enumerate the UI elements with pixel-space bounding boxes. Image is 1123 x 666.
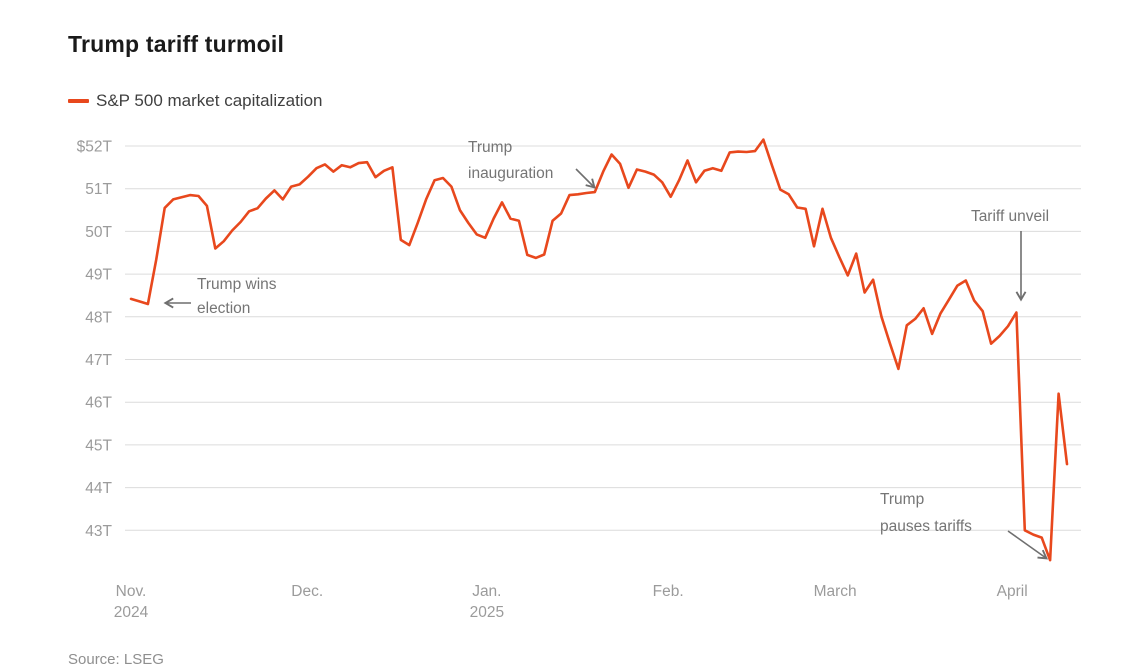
y-axis-tick-label: 46T	[85, 395, 112, 412]
chart-title: Trump tariff turmoil	[68, 31, 285, 57]
annotation-text: election	[197, 300, 250, 317]
source-note: Source: LSEG	[68, 651, 164, 666]
legend-line-swatch	[68, 99, 89, 103]
x-axis-tick-label: Nov.	[116, 583, 147, 600]
y-axis-tick-label: 48T	[85, 309, 112, 326]
annotation-text: Tariff unveil	[971, 208, 1049, 225]
x-axis-tick-label: March	[814, 583, 857, 600]
annotation-arrow	[1007, 530, 1049, 560]
x-axis-tick-label: April	[997, 583, 1028, 600]
y-axis-tick-label: 50T	[85, 224, 112, 241]
annotation-text: Trump	[468, 139, 512, 156]
x-axis-tick-label: Jan.	[472, 583, 501, 600]
y-axis-tick-label: 47T	[85, 352, 112, 369]
x-axis-year-label: 2024	[114, 604, 149, 621]
y-axis-tick-label: $52T	[77, 139, 113, 156]
y-axis-tick-label: 51T	[85, 181, 112, 198]
y-axis-tick-label: 43T	[85, 523, 112, 540]
series-line	[129, 138, 1069, 562]
annotation-text: Trump	[880, 491, 924, 508]
annotation-text: pauses tariffs	[880, 518, 972, 535]
x-axis-tick-label: Feb.	[653, 583, 684, 600]
x-axis-tick-label: Dec.	[291, 583, 323, 600]
annotation-text: inauguration	[468, 165, 553, 182]
y-axis-tick-label: 44T	[85, 480, 112, 497]
y-axis-tick-label: 45T	[85, 437, 112, 454]
legend-label: S&P 500 market capitalization	[96, 91, 323, 110]
legend: S&P 500 market capitalization	[68, 91, 323, 110]
y-axis-tick-label: 49T	[85, 267, 112, 284]
x-axis-year-label: 2025	[470, 604, 504, 621]
annotation-arrow	[575, 168, 596, 189]
annotation-text: Trump wins	[197, 276, 277, 293]
